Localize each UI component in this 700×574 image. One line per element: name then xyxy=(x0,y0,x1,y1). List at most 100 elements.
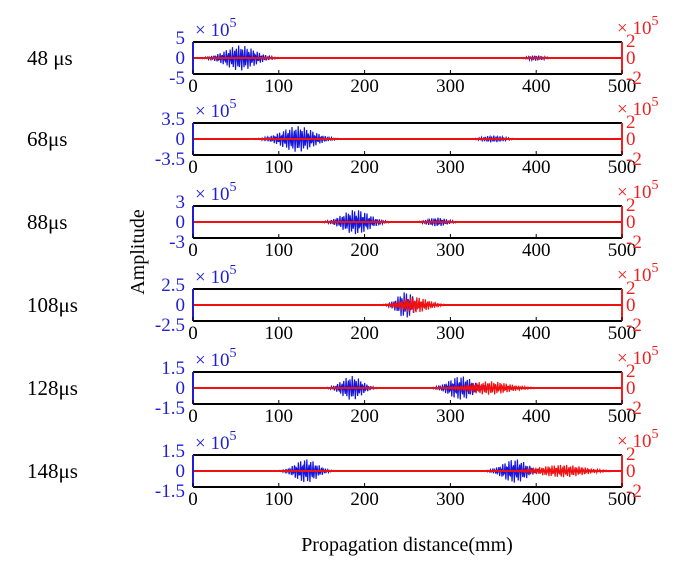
right-multiplier: × 105 xyxy=(617,178,658,203)
panel-time-label: 88μs xyxy=(27,210,67,234)
left-multiplier-exponent: 5 xyxy=(229,263,236,278)
left-tick-label: 1.5 xyxy=(161,441,185,462)
left-multiplier-base: × 10 xyxy=(195,350,229,371)
right-tick-label: 0 xyxy=(626,48,636,69)
x-tick-label: 200 xyxy=(350,489,379,510)
left-multiplier-base: × 10 xyxy=(195,20,229,41)
right-multiplier: × 105 xyxy=(617,427,658,452)
left-tick-label: 0 xyxy=(176,461,186,482)
right-tick-label: 0 xyxy=(626,295,636,316)
x-tick-label: 0 xyxy=(188,406,198,427)
right-tick-label: -2 xyxy=(626,315,642,336)
left-multiplier-base: × 10 xyxy=(195,184,229,205)
y-axis-label: Amplitude xyxy=(127,209,149,295)
x-tick-label: 100 xyxy=(265,406,294,427)
x-tick-label: 500 xyxy=(608,240,637,261)
x-tick-label: 0 xyxy=(188,489,198,510)
x-tick-label: 200 xyxy=(350,323,379,344)
right-multiplier-base: × 10 xyxy=(617,18,651,39)
left-tick-label: -2.5 xyxy=(155,315,185,336)
right-tick-label: 2 xyxy=(626,278,636,299)
left-multiplier: × 105 xyxy=(195,180,236,205)
x-tick-label: 400 xyxy=(522,323,551,344)
panel-time-label: 148μs xyxy=(27,459,78,483)
right-tick-label: -2 xyxy=(626,68,642,89)
x-tick-label: 500 xyxy=(608,76,637,97)
right-multiplier-base: × 10 xyxy=(617,182,651,203)
right-multiplier-base: × 10 xyxy=(617,348,651,369)
right-multiplier-exponent: 5 xyxy=(651,344,658,359)
left-multiplier: × 105 xyxy=(195,16,236,41)
panel-time-label: 48 μs xyxy=(27,46,73,70)
x-tick-label: 300 xyxy=(436,157,465,178)
x-tick-label: 500 xyxy=(608,406,637,427)
right-tick-label: 0 xyxy=(626,378,636,399)
x-tick-label: 100 xyxy=(265,240,294,261)
right-tick-label: 2 xyxy=(626,31,636,52)
left-tick-label: 2.5 xyxy=(161,275,185,296)
right-multiplier: × 105 xyxy=(617,261,658,286)
x-tick-label: 400 xyxy=(522,489,551,510)
right-multiplier: × 105 xyxy=(617,14,658,39)
x-tick-label: 200 xyxy=(350,157,379,178)
left-multiplier: × 105 xyxy=(195,429,236,454)
x-tick-label: 0 xyxy=(188,240,198,261)
right-multiplier-exponent: 5 xyxy=(651,427,658,442)
left-tick-label: 3 xyxy=(176,192,186,213)
x-tick-label: 500 xyxy=(608,157,637,178)
left-tick-label: -3.5 xyxy=(155,149,185,170)
panel-time-label: 128μs xyxy=(27,376,78,400)
x-tick-label: 300 xyxy=(436,323,465,344)
left-tick-label: 1.5 xyxy=(161,358,185,379)
panel-time-label: 68μs xyxy=(27,127,67,151)
right-tick-label: 0 xyxy=(626,129,636,150)
x-tick-label: 100 xyxy=(265,489,294,510)
x-tick-label: 0 xyxy=(188,76,198,97)
x-tick-label: 300 xyxy=(436,76,465,97)
left-tick-label: 0 xyxy=(176,129,186,150)
left-multiplier-exponent: 5 xyxy=(229,346,236,361)
x-tick-label: 400 xyxy=(522,240,551,261)
left-tick-label: -1.5 xyxy=(155,398,185,419)
right-multiplier-base: × 10 xyxy=(617,99,651,120)
right-multiplier-exponent: 5 xyxy=(651,14,658,29)
right-tick-label: -2 xyxy=(626,398,642,419)
right-multiplier-exponent: 5 xyxy=(651,261,658,276)
right-tick-label: 0 xyxy=(626,212,636,233)
x-tick-label: 0 xyxy=(188,323,198,344)
left-tick-label: 0 xyxy=(176,295,186,316)
left-tick-label: -3 xyxy=(169,232,185,253)
left-tick-label: 0 xyxy=(176,212,186,233)
left-multiplier: × 105 xyxy=(195,263,236,288)
left-tick-label: 0 xyxy=(176,378,186,399)
x-tick-label: 400 xyxy=(522,76,551,97)
left-tick-label: -1.5 xyxy=(155,481,185,502)
x-tick-label: 300 xyxy=(436,240,465,261)
left-multiplier-exponent: 5 xyxy=(229,429,236,444)
left-tick-label: 3.5 xyxy=(161,109,185,130)
x-tick-label: 200 xyxy=(350,240,379,261)
panel-time-label: 108μs xyxy=(27,293,78,317)
x-axis-label: Propagation distance(mm) xyxy=(301,534,513,556)
x-tick-label: 400 xyxy=(522,406,551,427)
x-tick-label: 500 xyxy=(608,489,637,510)
right-tick-label: 2 xyxy=(626,195,636,216)
right-tick-label: -2 xyxy=(626,481,642,502)
left-multiplier-base: × 10 xyxy=(195,267,229,288)
right-tick-label: 2 xyxy=(626,444,636,465)
right-multiplier-base: × 10 xyxy=(617,431,651,452)
left-multiplier-exponent: 5 xyxy=(229,97,236,112)
left-tick-label: -5 xyxy=(169,68,185,89)
right-multiplier: × 105 xyxy=(617,95,658,120)
x-tick-label: 300 xyxy=(436,489,465,510)
x-tick-label: 500 xyxy=(608,323,637,344)
x-tick-label: 100 xyxy=(265,157,294,178)
left-multiplier-base: × 10 xyxy=(195,433,229,454)
